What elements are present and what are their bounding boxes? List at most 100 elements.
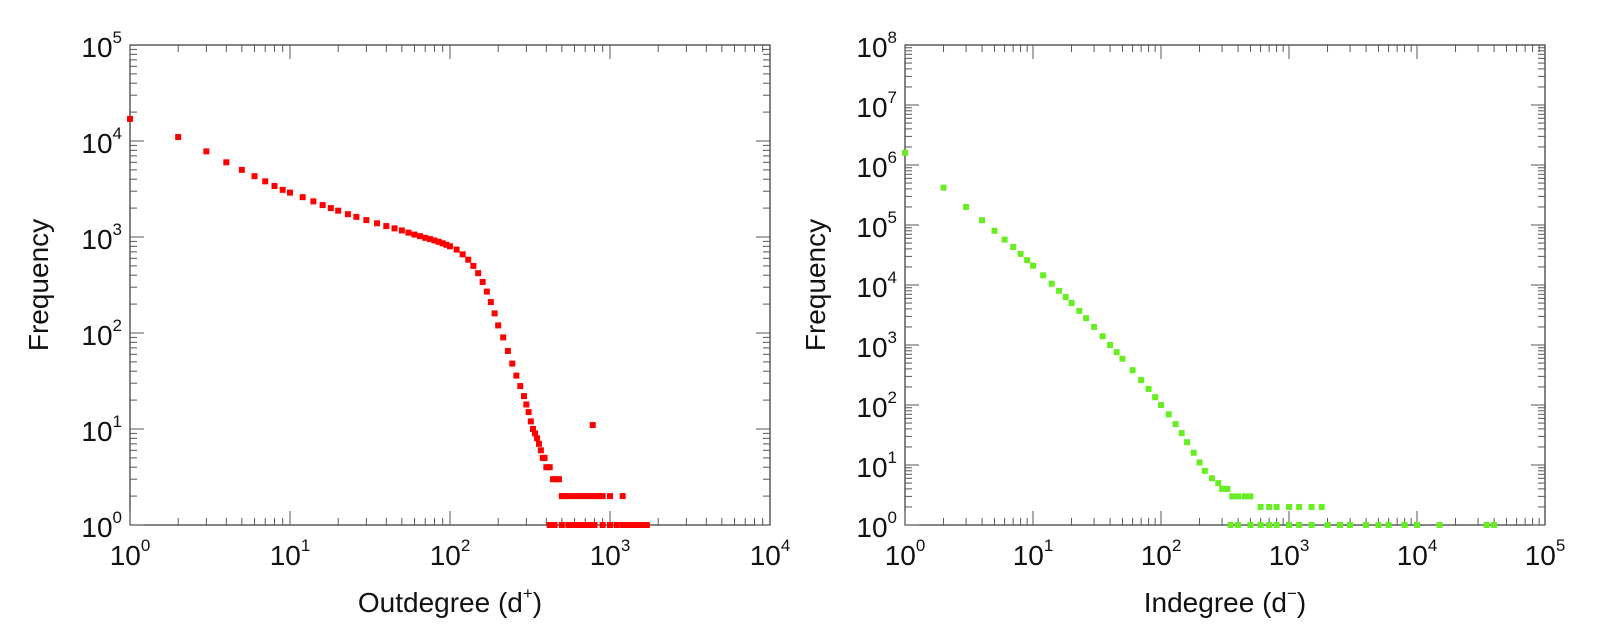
data-point [491, 310, 498, 317]
data-point [1257, 522, 1264, 528]
data-point [541, 454, 548, 461]
data-point [571, 493, 578, 500]
data-point [319, 202, 326, 209]
data-point [1076, 307, 1083, 314]
y-tick-label: 108 [856, 28, 897, 63]
data-point [1107, 342, 1114, 348]
data-point [979, 217, 986, 224]
y-tick-label: 103 [81, 220, 122, 255]
data-point [509, 360, 516, 367]
data-point [1224, 485, 1231, 492]
data-point [427, 236, 434, 243]
data-point [517, 383, 524, 390]
data-point [1247, 522, 1254, 528]
x-tick-label: 100 [885, 536, 926, 571]
data-point [963, 203, 970, 210]
data-point [532, 430, 539, 437]
x-tick-label: 102 [1141, 536, 1182, 571]
data-point [1184, 439, 1191, 446]
x-axis-label: Indegree (d−) [1144, 584, 1306, 618]
data-point [398, 227, 405, 234]
data-point [1091, 323, 1098, 330]
data-point [1208, 475, 1215, 482]
data-point [591, 522, 598, 528]
data-point [1286, 503, 1292, 510]
x-tick-label: 100 [110, 536, 151, 571]
data-point [1138, 377, 1145, 384]
data-point [582, 522, 589, 528]
data-point [1324, 522, 1331, 528]
y-tick-label: 102 [856, 388, 897, 423]
data-point [1257, 503, 1264, 510]
data-point [607, 493, 613, 500]
data-point [175, 134, 182, 141]
data-point [374, 220, 381, 227]
outdegree-chart: 100 101 102 103 104 100 101 102 103 104 105 Outdegr… [23, 28, 790, 618]
data-point [1119, 355, 1126, 362]
x-axis-label: Outdegree (d+) [358, 584, 542, 618]
data-point [453, 246, 460, 253]
data-point [363, 217, 370, 224]
data-point [1001, 236, 1008, 243]
data-point [411, 231, 418, 238]
x-tick-label: 105 [1525, 536, 1566, 571]
data-point [1010, 243, 1017, 250]
data-point [335, 207, 342, 214]
data-point [561, 493, 568, 500]
data-point [587, 493, 594, 500]
data-point [271, 182, 278, 189]
data-point [1017, 250, 1024, 257]
data-point [940, 184, 947, 191]
data-point [599, 522, 606, 528]
data-point [525, 409, 532, 416]
data-point [504, 347, 511, 354]
data-point [223, 159, 230, 166]
data-point [513, 372, 520, 379]
data-point [1219, 485, 1226, 492]
data-point [1308, 522, 1315, 528]
data-point [470, 262, 477, 269]
x-tick-label: 101 [1013, 536, 1054, 571]
data-point [643, 522, 650, 528]
data-point [1152, 394, 1159, 401]
y-axis-label: Frequency [23, 219, 54, 351]
y-tick-label: 100 [856, 508, 897, 543]
data-point [1347, 522, 1354, 528]
data-point [1215, 480, 1222, 487]
data-point [1048, 280, 1055, 287]
data-point [546, 522, 553, 528]
data-point [391, 225, 398, 232]
data-point [1286, 522, 1292, 528]
data-point [500, 334, 507, 341]
data-point [549, 476, 556, 483]
data-point [543, 464, 550, 471]
data-point [435, 238, 442, 245]
data-point [422, 234, 429, 241]
data-point [353, 213, 360, 220]
data-point [571, 522, 578, 528]
data-point [1196, 459, 1203, 466]
y-tick-label: 100 [81, 508, 122, 543]
data-points [902, 149, 1498, 528]
data-point [1414, 522, 1420, 528]
data-point [520, 393, 527, 400]
data-point [1024, 257, 1031, 264]
x-tick-label: 103 [1269, 536, 1310, 571]
data-point [1336, 522, 1343, 528]
data-point [591, 493, 598, 500]
data-point [527, 418, 534, 425]
data-point [599, 493, 606, 500]
data-point [991, 227, 998, 234]
x-tick-label: 104 [1397, 536, 1438, 571]
y-tick-label: 107 [856, 88, 897, 123]
data-point [479, 278, 486, 285]
data-point [1056, 287, 1063, 294]
data-point [1113, 349, 1120, 356]
data-point [565, 493, 572, 500]
axis-ticks [904, 45, 1545, 526]
y-tick-label: 104 [81, 124, 122, 159]
data-point [447, 243, 453, 250]
data-point [383, 223, 390, 230]
data-point [1247, 493, 1254, 500]
